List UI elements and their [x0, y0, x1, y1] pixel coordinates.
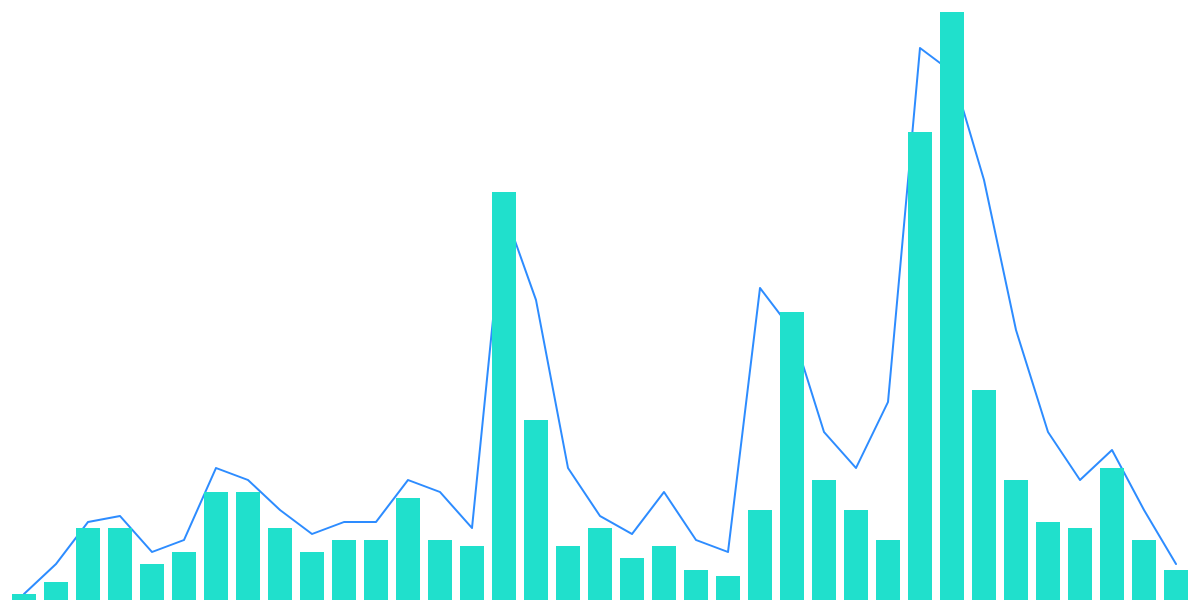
bar: [1164, 570, 1188, 600]
bar: [876, 540, 900, 600]
bar: [492, 192, 516, 600]
bar: [1100, 468, 1124, 600]
bar: [556, 546, 580, 600]
bar: [76, 528, 100, 600]
bar: [1068, 528, 1092, 600]
bar: [940, 12, 964, 600]
bar: [684, 570, 708, 600]
bar: [748, 510, 772, 600]
bar: [300, 552, 324, 600]
bar: [812, 480, 836, 600]
bar: [332, 540, 356, 600]
bar: [44, 582, 68, 600]
bar: [780, 312, 804, 600]
bar: [204, 492, 228, 600]
bar: [108, 528, 132, 600]
bar: [12, 594, 36, 600]
bar: [1132, 540, 1156, 600]
bar: [236, 492, 260, 600]
bar: [364, 540, 388, 600]
bar: [972, 390, 996, 600]
bar: [716, 576, 740, 600]
bar: [524, 420, 548, 600]
bar: [268, 528, 292, 600]
bar: [140, 564, 164, 600]
bar: [1004, 480, 1028, 600]
bar: [652, 546, 676, 600]
bar: [396, 498, 420, 600]
bar: [908, 132, 932, 600]
bar: [1036, 522, 1060, 600]
combo-chart: [0, 0, 1200, 600]
bar: [588, 528, 612, 600]
bar: [844, 510, 868, 600]
bar: [428, 540, 452, 600]
bar: [172, 552, 196, 600]
bar: [620, 558, 644, 600]
bar: [460, 546, 484, 600]
